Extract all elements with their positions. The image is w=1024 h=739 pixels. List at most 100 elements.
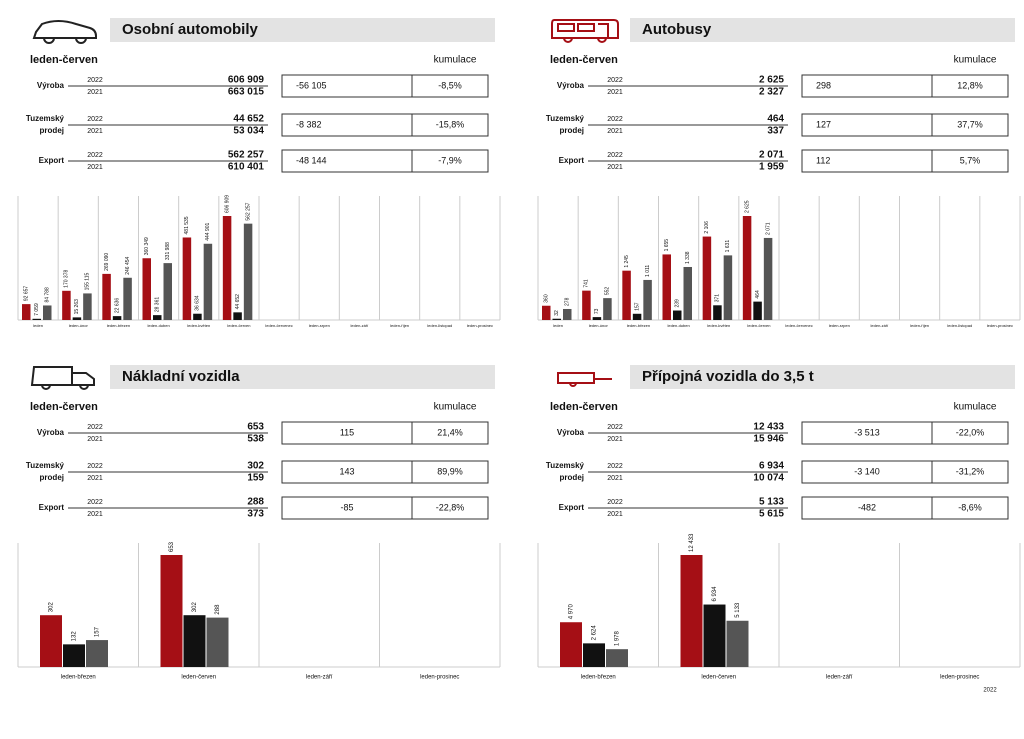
bar-value-label: 155 115	[85, 272, 91, 290]
year-label: 2022	[87, 499, 103, 506]
year-label: 2021	[87, 128, 103, 135]
year-label: 2021	[607, 511, 623, 518]
row-value: 302	[247, 461, 264, 472]
bar-value-label: 371	[715, 294, 721, 303]
bar	[643, 279, 652, 320]
bar	[662, 254, 671, 320]
bar-value-label: 2 624	[592, 625, 598, 641]
category-label: leden-prosinec	[940, 675, 979, 681]
bar	[702, 236, 712, 320]
row-label: Export	[559, 503, 585, 512]
row-value: 337	[767, 126, 784, 137]
row-value: 610 401	[228, 162, 265, 173]
difference-value: -3 513	[854, 427, 880, 437]
bar-value-label: 1 011	[645, 265, 651, 277]
year-label: 2021	[87, 89, 103, 96]
row-label: Tuzemský	[546, 461, 585, 470]
bar	[713, 305, 722, 320]
row-value: 562 257	[228, 150, 265, 161]
bar	[582, 290, 591, 320]
difference-value: -482	[858, 502, 876, 512]
row-value: 15 946	[753, 434, 784, 445]
category-label: leden-prosinec	[420, 675, 459, 681]
category-label: leden-říjen	[910, 323, 929, 328]
category-label: leden-březen	[627, 323, 650, 328]
category-label: leden-březen	[61, 675, 96, 681]
category-label: leden-červen	[181, 675, 216, 681]
bar	[22, 304, 31, 320]
vehicle-icon	[30, 366, 95, 390]
bar	[63, 644, 85, 667]
row-value: 538	[247, 434, 264, 445]
difference-value: -8 382	[296, 119, 322, 129]
row-label: Tuzemský	[26, 114, 65, 123]
percent-box	[411, 496, 489, 520]
bar	[606, 649, 628, 667]
percent-value: 21,4%	[437, 427, 463, 437]
category-label: leden-březen	[107, 323, 130, 328]
percent-box	[411, 113, 489, 137]
bar	[753, 301, 762, 320]
bar	[603, 298, 612, 320]
difference-value: 143	[339, 466, 354, 476]
bar	[622, 270, 631, 320]
bar-value-label: 278	[565, 297, 571, 306]
percent-value: -7,9%	[438, 155, 462, 165]
bar-value-label: 1 245	[624, 255, 630, 268]
bar	[542, 305, 551, 320]
bar	[673, 310, 682, 320]
bar	[183, 615, 206, 667]
bar	[552, 318, 561, 320]
bar	[680, 555, 703, 667]
bar	[742, 216, 752, 320]
bar-value-label: 360	[544, 294, 550, 303]
bar	[703, 604, 726, 667]
row-value: 44 652	[233, 114, 264, 125]
percent-box	[931, 460, 1009, 484]
percent-box	[931, 496, 1009, 520]
difference-value: 127	[816, 119, 831, 129]
cumulative-label: kumulace	[434, 55, 477, 66]
percent-box	[411, 74, 489, 98]
bar-value-label: 288	[215, 604, 221, 615]
year-label: 2021	[607, 128, 623, 135]
percent-box	[411, 421, 489, 445]
percent-value: -22,8%	[436, 502, 465, 512]
year-label: 2021	[87, 475, 103, 482]
row-label: prodej	[560, 126, 584, 135]
year-label: 2021	[87, 511, 103, 518]
bar-value-label: 1 338	[685, 251, 691, 264]
vehicle-icon	[551, 19, 619, 43]
category-label: leden-březen	[581, 675, 616, 681]
percent-value: 5,7%	[960, 155, 981, 165]
bar-value-label: 481 535	[184, 216, 190, 234]
percent-value: 89,9%	[437, 466, 463, 476]
panel-title: Autobusy	[642, 21, 712, 38]
bar-value-label: 562 257	[245, 202, 251, 220]
period-label: leden-červen	[30, 54, 98, 66]
bar-value-label: 157	[634, 302, 640, 311]
bar-value-label: 28 361	[155, 297, 161, 313]
bar-value-label: 22 636	[114, 298, 120, 314]
category-label: leden-září	[826, 675, 853, 681]
category-label: leden-červenec	[265, 323, 292, 328]
category-label: leden-květen	[187, 323, 210, 328]
category-label: leden-červen	[227, 323, 250, 328]
row-value: 653	[247, 422, 264, 433]
bar	[203, 243, 213, 320]
year-label: 2022	[607, 116, 623, 123]
bar	[83, 293, 92, 320]
category-label: leden-únor	[69, 323, 89, 328]
bar-value-label: 12 433	[689, 533, 695, 552]
bar	[32, 318, 41, 320]
year-label: 2021	[87, 436, 103, 443]
category-label: leden	[553, 323, 563, 328]
difference-value: 112	[816, 155, 830, 165]
category-label: leden-červen	[701, 675, 736, 681]
year-label: 2022	[87, 152, 103, 159]
bar-value-label: 2 625	[744, 200, 750, 213]
year-label: 2022	[87, 424, 103, 431]
bar-value-label: 2 106	[704, 221, 710, 234]
difference-value: -56 105	[296, 80, 327, 90]
bar-value-label: 84 788	[45, 287, 51, 303]
